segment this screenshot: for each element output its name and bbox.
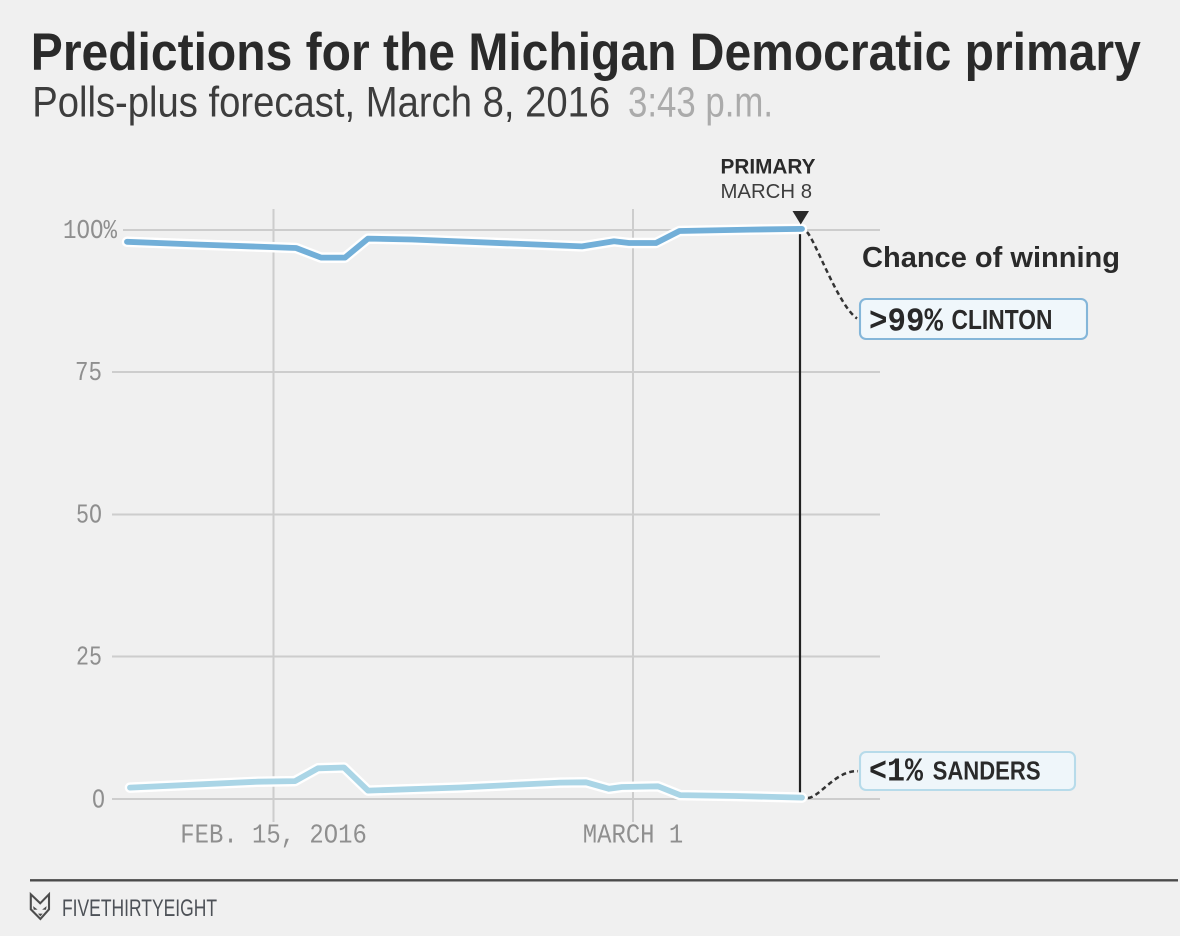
svg-text:CLINTON: CLINTON [952,304,1053,335]
svg-text:Polls-plus forecast, March 8,: Polls-plus forecast, March 8, 2016 [32,80,610,127]
svg-text:1OO%: 1OO% [63,217,118,247]
svg-text:75: 75 [75,359,102,389]
svg-text:5O: 5O [76,501,102,531]
svg-text:25: 25 [76,643,102,673]
svg-text:FIVETHIRTYEIGHT: FIVETHIRTYEIGHT [62,895,217,922]
svg-text:O: O [92,786,105,816]
svg-text:FEB. 15, 2O16: FEB. 15, 2O16 [180,822,366,852]
svg-text:Chance of winning: Chance of winning [862,241,1120,273]
svg-text:>99%: >99% [869,303,943,340]
svg-text:MARCH 1: MARCH 1 [583,822,683,852]
svg-text:SANDERS: SANDERS [933,755,1041,785]
svg-text:PRIMARY: PRIMARY [721,155,816,179]
svg-text:Predictions for the Michigan D: Predictions for the Michigan Democratic … [31,23,1141,82]
svg-text:3:43 p.m.: 3:43 p.m. [628,80,773,127]
svg-text:MARCH 8: MARCH 8 [721,181,813,203]
svg-text:<1%: <1% [869,753,923,790]
